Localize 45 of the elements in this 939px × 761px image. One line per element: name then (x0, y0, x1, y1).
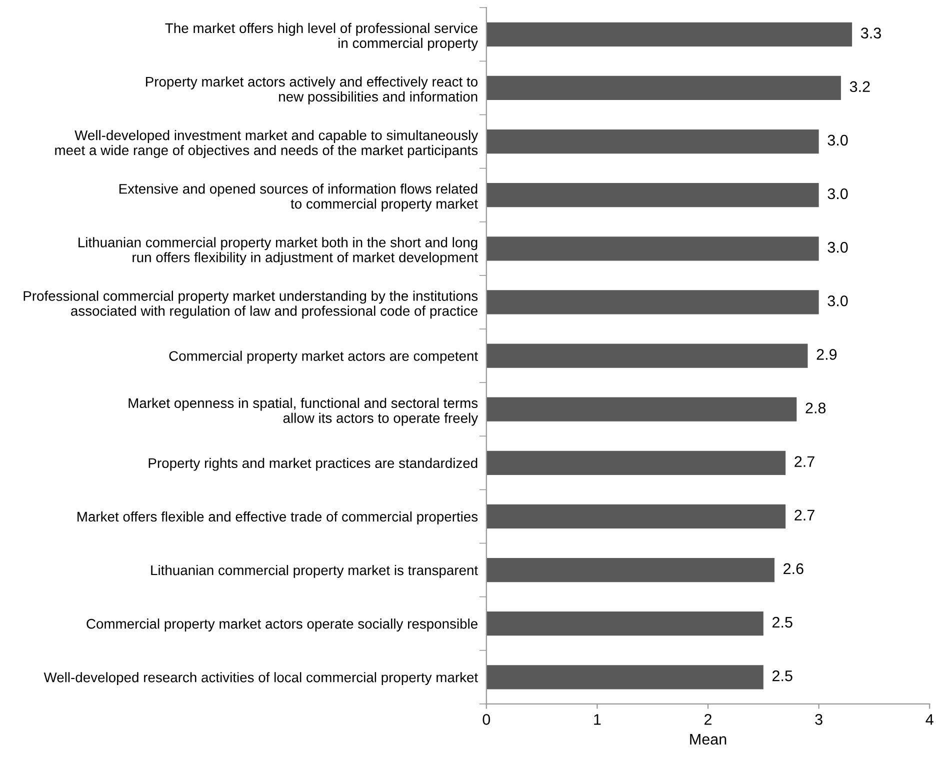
data-label: 3.0 (828, 242, 848, 253)
y-tick-label: Extensive and opened sources of information flows related to commercial property market (119, 184, 478, 212)
x-tick-label: 2 (704, 714, 712, 725)
bar (486, 129, 819, 154)
bar (486, 612, 764, 636)
bar (486, 236, 819, 261)
y-tick-label: The market offers high level of professional service in commercial property (165, 22, 478, 51)
data-label: 3.2 (850, 81, 870, 92)
y-tick-label: Commercial property market actors operate socially responsible (86, 618, 478, 632)
data-label: 2.7 (794, 510, 814, 520)
bar (486, 397, 797, 422)
data-label: 3.0 (828, 295, 848, 306)
x-axis-title: Mean (690, 734, 726, 745)
y-tick-label: Lithuanian commercial property market is transparent (151, 564, 478, 578)
data-label: 2.8 (806, 402, 826, 414)
bar (486, 504, 786, 529)
data-label: 2.7 (794, 456, 814, 467)
y-tick-label: Professional commercial property market understanding by the institutions associated with regulation of law and professional code of practice (24, 290, 478, 319)
bar (486, 450, 786, 475)
y-tick-label: Market openness in spatial, functional and sectoral terms allow its actors to operate freely (128, 398, 478, 426)
data-label: 3.3 (860, 28, 881, 38)
bar (486, 76, 841, 100)
bar (486, 183, 819, 208)
x-tick-label: 3 (815, 714, 822, 725)
data-label: 3.0 (828, 134, 848, 146)
y-tick-label: Well-developed research activities of local commercial property market (44, 672, 478, 686)
bar (486, 344, 808, 368)
bar (486, 22, 852, 46)
data-label: 2.6 (784, 563, 804, 574)
y-tick-label: Property market actors actively and effectively react to new possibilities and information (146, 76, 478, 104)
y-tick-label: Well-developed investment market and capable to simultaneously meet a wide range of objectives and needs of the market participants (55, 130, 478, 158)
data-label: 2.5 (772, 670, 792, 682)
y-tick-label: Market offers flexible and effective trade of commercial properties (78, 511, 478, 524)
bar (486, 558, 774, 582)
x-tick-label: 1 (594, 714, 601, 725)
x-tick-label: 4 (926, 714, 934, 725)
y-tick-label: Commercial property market actors are competent (169, 350, 478, 364)
bar (486, 665, 764, 690)
bar (486, 290, 819, 314)
data-label: 2.5 (772, 616, 792, 628)
data-label: 3.0 (828, 188, 848, 200)
x-tick-label: 0 (482, 714, 490, 725)
y-tick-label: Lithuanian commercial property market both in the short and long run offers flexibility in adjustment of market development (78, 237, 478, 266)
data-label: 2.9 (816, 349, 837, 360)
y-tick-label: Property rights and market practices are standardized (148, 458, 478, 471)
